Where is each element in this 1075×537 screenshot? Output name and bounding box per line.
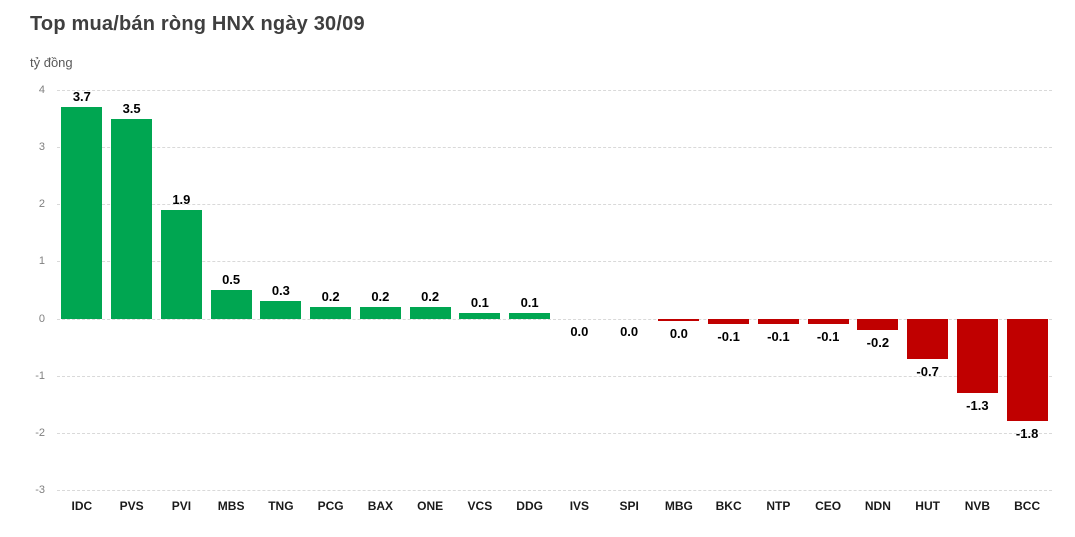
bar-value-label: 0.1 xyxy=(470,294,489,310)
y-axis-tick: 1 xyxy=(38,255,45,268)
category-label-pcg: PCG xyxy=(317,499,344,513)
bar-mbs xyxy=(210,290,252,319)
category-label-ceo: CEO xyxy=(815,499,842,513)
bar-value-label: 0.2 xyxy=(321,289,340,305)
bar-tng xyxy=(260,301,302,319)
bar-one xyxy=(409,307,451,319)
bar-value-label: -1.3 xyxy=(966,397,989,413)
bar-ndn xyxy=(857,318,899,330)
category-label-bax: BAX xyxy=(367,499,394,513)
gridline xyxy=(57,261,1052,263)
bar-value-label: 0.2 xyxy=(371,289,390,305)
y-axis-tick: 3 xyxy=(38,141,45,154)
bar-value-label: -0.2 xyxy=(866,335,890,350)
bar-value-label: 0.0 xyxy=(620,323,639,339)
bar-value-label: 0.0 xyxy=(669,325,688,341)
bar-pcg xyxy=(310,307,352,319)
category-label-idc: IDC xyxy=(71,499,93,513)
chart-title: Top mua/bán ròng HNX ngày 30/09 xyxy=(30,13,365,35)
y-axis-tick: -1 xyxy=(35,369,45,382)
bar-pvs xyxy=(111,118,153,319)
bar-ceo xyxy=(807,318,849,325)
bar-bax xyxy=(359,307,401,319)
gridline xyxy=(57,375,1052,377)
bar-ntp xyxy=(757,318,799,325)
bar-value-label: 3.7 xyxy=(72,89,91,105)
bar-value-label: 0.2 xyxy=(421,289,440,305)
category-label-one: ONE xyxy=(417,499,444,513)
bar-value-label: 0.0 xyxy=(570,323,589,339)
category-label-ndn: NDN xyxy=(864,499,891,513)
category-label-spi: SPI xyxy=(619,499,639,513)
bar-value-label: 0.3 xyxy=(271,283,290,299)
bar-idc xyxy=(61,107,103,319)
bar-bcc xyxy=(1006,318,1048,422)
category-label-vcs: VCS xyxy=(467,499,493,513)
gridline xyxy=(57,90,1052,91)
category-label-mbg: MBG xyxy=(664,499,693,513)
category-label-nvb: NVB xyxy=(964,499,991,513)
bar-value-label: -0.7 xyxy=(916,363,939,379)
bar-ddg xyxy=(509,312,551,319)
bar-hut xyxy=(907,318,949,359)
bar-vcs xyxy=(459,312,501,319)
category-label-tng: TNG xyxy=(268,499,294,513)
category-label-ntp: NTP xyxy=(766,499,791,513)
gridline xyxy=(57,147,1052,149)
category-label-pvs: PVS xyxy=(119,499,144,513)
y-axis-tick: 0 xyxy=(38,312,45,325)
bar-bkc xyxy=(708,318,750,325)
bar-value-label: -0.1 xyxy=(816,329,840,345)
bar-value-label: 3.5 xyxy=(122,100,141,116)
y-axis-tick: 4 xyxy=(38,84,45,96)
y-axis-tick: -3 xyxy=(35,484,45,496)
bar-value-label: 0.1 xyxy=(520,294,539,310)
category-label-bcc: BCC xyxy=(1014,499,1041,513)
gridline xyxy=(57,432,1052,434)
category-label-pvi: PVI xyxy=(171,499,192,513)
category-label-ddg: DDG xyxy=(516,499,543,513)
category-label-hut: HUT xyxy=(915,499,940,513)
plot-area: 4 3 2 1 0 -1 -2 -3 3.7 IDC 3.5 PVS 1.9 PVI 0.5 MBS 0.3 TN… xyxy=(35,84,1052,513)
bar-value-label: -1.8 xyxy=(1015,426,1039,442)
gridline xyxy=(57,490,1052,491)
y-axis-tick: 2 xyxy=(38,198,45,211)
category-label-bkc: BKC xyxy=(715,499,742,513)
gridline xyxy=(57,204,1052,206)
y-axis-tick: -2 xyxy=(35,426,45,439)
unit-label: tỷ đồng xyxy=(30,55,73,70)
category-label-ivs: IVS xyxy=(569,499,590,513)
bar-nvb xyxy=(956,318,998,393)
bar-mbg xyxy=(658,318,700,321)
category-label-mbs: MBS xyxy=(217,499,245,513)
bar-value-label: -0.1 xyxy=(767,329,790,345)
gridline xyxy=(57,318,1052,320)
bar-pvi xyxy=(160,210,202,319)
bar-value-label: -0.1 xyxy=(717,329,740,345)
bar-value-label: 1.9 xyxy=(172,192,191,207)
bar-value-label: 0.5 xyxy=(222,272,241,287)
